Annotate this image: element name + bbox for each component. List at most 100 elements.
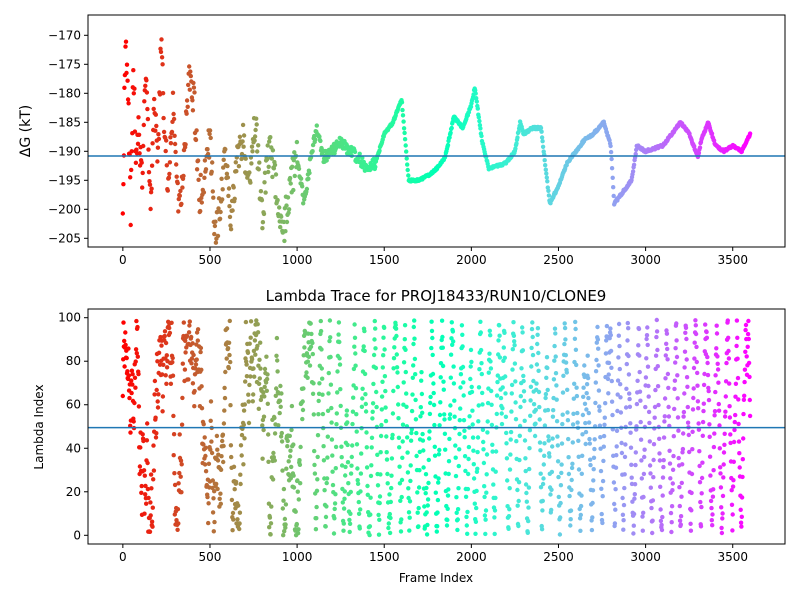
bottom-data-point	[402, 323, 408, 328]
bottom-data-point	[503, 391, 508, 396]
bottom-data-point	[360, 396, 365, 401]
bottom-data-point	[215, 486, 220, 492]
bottom-data-point	[354, 442, 360, 447]
bottom-data-point	[589, 527, 595, 533]
top-data-point	[171, 111, 176, 117]
bottom-data-point	[728, 440, 733, 446]
bottom-data-point	[289, 427, 294, 433]
bottom-data-point	[453, 473, 459, 479]
bottom-data-point	[363, 401, 368, 407]
bottom-data-point	[420, 410, 425, 415]
bottom-data-point	[484, 452, 490, 457]
bottom-data-point	[181, 320, 186, 325]
bottom-data-point	[746, 318, 751, 324]
bottom-data-point	[422, 504, 427, 509]
bottom-data-point	[556, 474, 561, 480]
bottom-data-point	[310, 391, 316, 396]
bottom-data-point	[426, 457, 431, 463]
bottom-data-point	[352, 322, 357, 327]
bottom-data-point	[692, 340, 697, 345]
bottom-y-tick-label: 100	[58, 311, 81, 325]
top-data-point	[402, 130, 407, 136]
top-x-tick-label: 3500	[717, 253, 748, 267]
top-data-point	[139, 160, 144, 165]
bottom-data-point	[264, 354, 269, 359]
bottom-data-point	[453, 455, 458, 460]
bottom-data-point	[621, 527, 626, 532]
top-data-point	[252, 138, 257, 143]
bottom-data-point	[186, 377, 191, 382]
bottom-data-point	[375, 452, 380, 457]
bottom-data-point	[419, 378, 424, 383]
top-data-point	[152, 96, 157, 102]
bottom-data-point	[369, 463, 374, 468]
top-data-point	[286, 210, 291, 215]
bottom-data-point	[407, 528, 412, 533]
bottom-data-point	[171, 432, 177, 437]
bottom-data-point	[397, 481, 403, 486]
top-data-point	[478, 126, 483, 131]
bottom-data-point	[629, 462, 634, 467]
bottom-data-point	[375, 483, 381, 488]
top-data-point	[147, 182, 153, 187]
bottom-data-point	[747, 397, 752, 403]
bottom-data-point	[655, 364, 660, 369]
top-data-point	[546, 193, 552, 198]
bottom-data-point	[281, 486, 287, 492]
bottom-data-point	[413, 372, 418, 377]
top-data-point	[224, 171, 230, 176]
bottom-data-point	[585, 375, 591, 381]
top-data-point	[223, 147, 228, 152]
top-data-point	[227, 214, 233, 220]
bottom-data-point	[465, 509, 470, 515]
bottom-data-point	[371, 381, 376, 387]
bottom-data-point	[134, 318, 139, 324]
bottom-data-point	[655, 347, 660, 353]
bottom-data-point	[442, 417, 447, 422]
top-data-point	[258, 189, 264, 194]
bottom-data-point	[674, 321, 679, 326]
top-data-point	[140, 170, 145, 176]
bottom-data-point	[464, 523, 469, 528]
bottom-data-point	[509, 382, 515, 388]
bottom-data-point	[134, 351, 139, 356]
bottom-data-point	[689, 490, 694, 496]
bottom-data-point	[149, 486, 154, 491]
top-data-point	[142, 99, 147, 104]
bottom-data-point	[335, 369, 340, 374]
bottom-data-point	[441, 387, 446, 392]
bottom-data-point	[616, 321, 622, 327]
bottom-data-point	[614, 428, 620, 433]
bottom-data-point	[175, 527, 180, 532]
bottom-data-point	[412, 336, 417, 341]
bottom-data-point	[459, 323, 465, 328]
bottom-data-point	[122, 338, 127, 344]
bottom-data-point	[355, 478, 360, 483]
bottom-data-point	[494, 393, 500, 398]
bottom-data-point	[681, 409, 687, 415]
top-data-point	[405, 167, 410, 173]
bottom-data-point	[624, 386, 629, 391]
bottom-data-point	[333, 466, 338, 471]
bottom-data-point	[738, 507, 743, 512]
top-data-point	[174, 162, 179, 167]
bottom-data-point	[608, 348, 614, 354]
bottom-data-point	[544, 355, 550, 360]
bottom-data-point	[724, 360, 729, 366]
bottom-data-point	[345, 442, 350, 448]
bottom-data-point	[728, 432, 733, 437]
bottom-data-point	[410, 392, 415, 397]
top-data-point	[515, 135, 520, 140]
bottom-data-point	[482, 513, 488, 518]
bottom-data-point	[448, 375, 453, 380]
top-data-point	[149, 186, 154, 191]
bottom-data-point	[383, 418, 389, 424]
top-data-point	[250, 149, 255, 154]
bottom-data-point	[202, 462, 208, 467]
bottom-data-point	[652, 415, 657, 420]
bottom-data-point	[411, 324, 416, 330]
bottom-data-point	[600, 494, 605, 499]
bottom-data-point	[562, 341, 567, 347]
bottom-data-point	[669, 504, 675, 509]
bottom-data-point	[640, 528, 645, 533]
